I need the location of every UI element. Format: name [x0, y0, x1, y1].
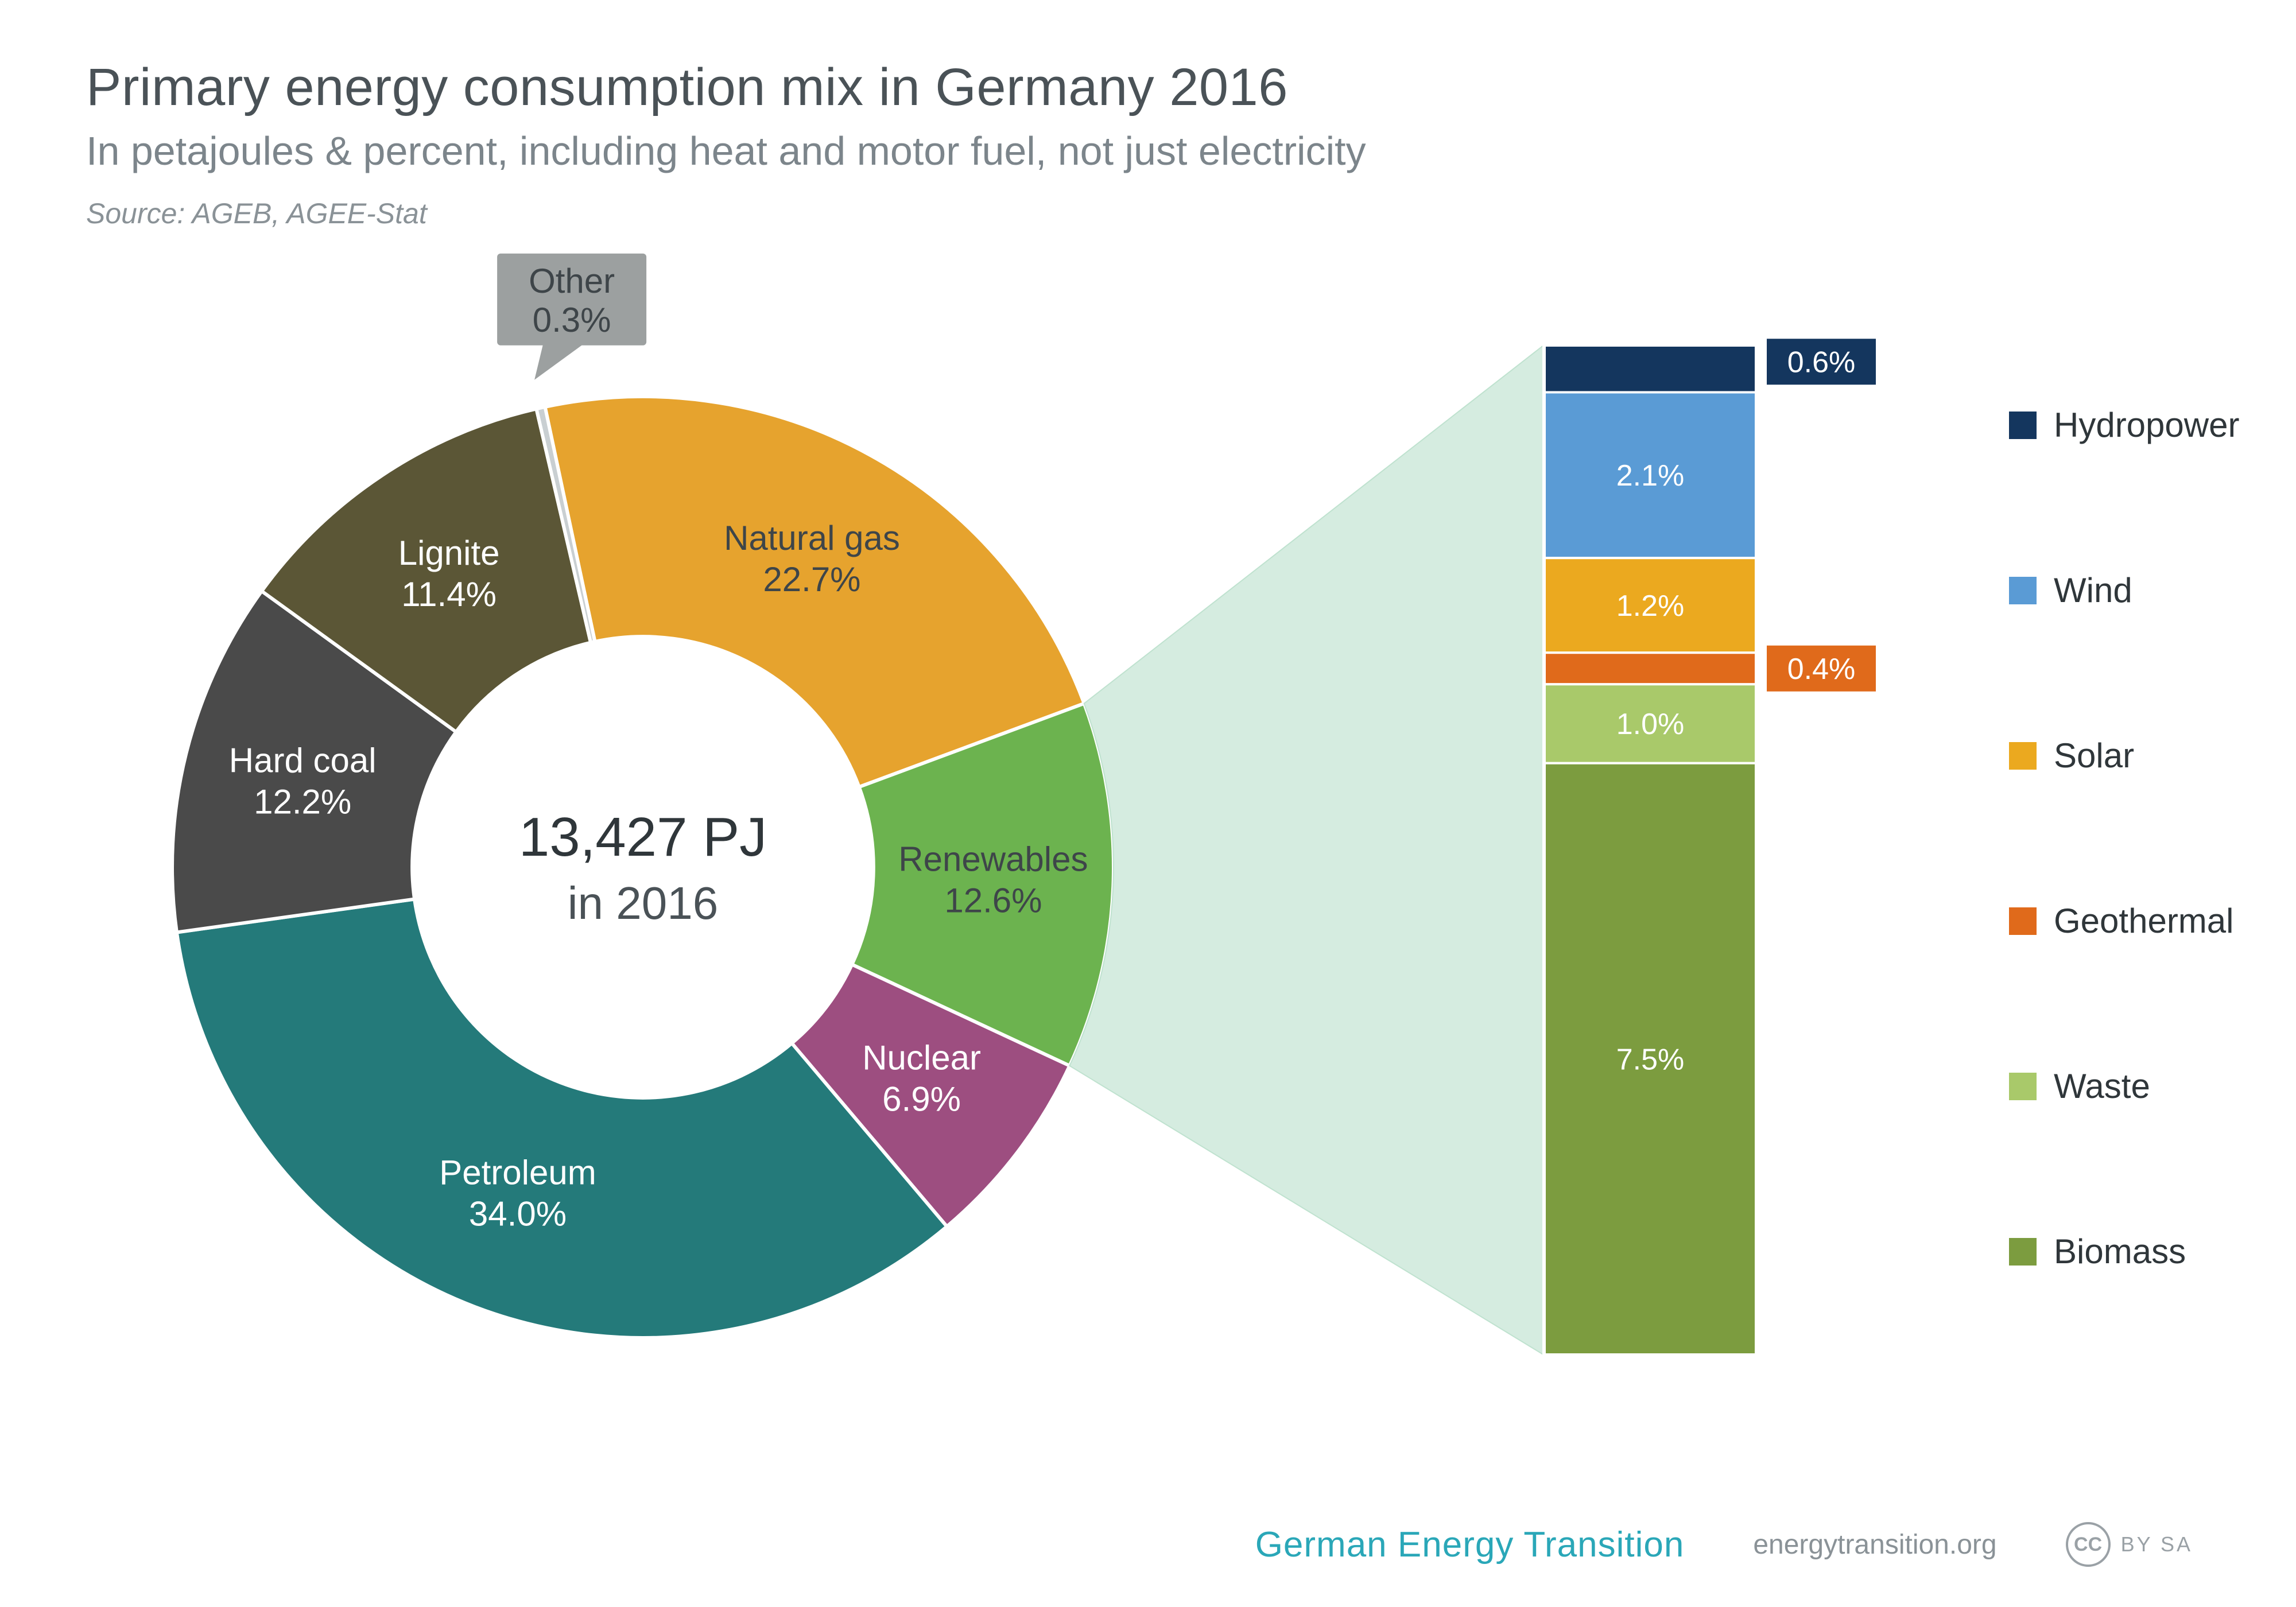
- slice-label: Hard coal: [229, 741, 377, 779]
- cc-icon: CC: [2066, 1522, 2111, 1567]
- chart-title: Primary energy consumption mix in German…: [86, 57, 2227, 118]
- slice-label: Other: [529, 262, 615, 300]
- slice-pct: 11.4%: [401, 575, 497, 614]
- bar-segment-geothermal: [1544, 653, 1756, 684]
- slice-label: Lignite: [398, 534, 500, 572]
- chart-area: Natural gas22.7% Renewables12.6% Nuclear6.…: [86, 253, 2227, 1458]
- chart-source: Source: AGEB, AGEE-Stat: [86, 197, 2227, 230]
- other-callout-pointer: [534, 344, 583, 380]
- legend-swatch: [2009, 907, 2037, 935]
- slice-pct: 12.6%: [944, 881, 1042, 919]
- legend-label: Biomass: [2054, 1232, 2186, 1271]
- legend-label: Wind: [2054, 571, 2132, 610]
- chart-subtitle: In petajoules & percent, including heat …: [86, 128, 2227, 174]
- bar-pct: 1.0%: [1616, 708, 1685, 741]
- legend-label: Hydropower: [2054, 406, 2239, 444]
- legend-swatch: [2009, 577, 2037, 604]
- slice-label: Petroleum: [439, 1154, 596, 1192]
- slice-pct: 34.0%: [469, 1195, 567, 1233]
- slice-label: Nuclear: [862, 1039, 981, 1077]
- legend-label: Solar: [2054, 736, 2134, 775]
- slice-pct: 12.2%: [254, 782, 351, 821]
- legend-swatch: [2009, 1238, 2037, 1266]
- slice-pct: 6.9%: [882, 1080, 961, 1119]
- footer: German Energy Transition energytransitio…: [0, 1522, 2296, 1567]
- legend-swatch: [2009, 742, 2037, 770]
- bar-pct: 0.6%: [1787, 346, 1856, 379]
- slice-pct: 0.3%: [533, 301, 611, 339]
- center-value: 13,427 PJ: [519, 806, 767, 868]
- slice-label: Renewables: [898, 840, 1088, 878]
- bar-pct: 2.1%: [1616, 459, 1685, 492]
- footer-license: CC BY SA: [2066, 1522, 2193, 1567]
- footer-license-text: BY SA: [2121, 1532, 2193, 1556]
- legend-label: Waste: [2054, 1067, 2150, 1105]
- legend-swatch: [2009, 412, 2037, 439]
- legend-swatch: [2009, 1073, 2037, 1100]
- bar-pct: 1.2%: [1616, 589, 1685, 623]
- bar-pct: 0.4%: [1787, 653, 1856, 686]
- bar-segment-hydropower: [1544, 345, 1756, 393]
- chart-svg: Natural gas22.7% Renewables12.6% Nuclear6.…: [86, 253, 2267, 1458]
- legend-label: Geothermal: [2054, 902, 2233, 940]
- renewables-connector: [1069, 345, 1544, 1355]
- slice-label: Natural gas: [724, 519, 900, 557]
- slice-pct: 22.7%: [763, 560, 860, 599]
- donut-slice-petroleum: [177, 899, 947, 1338]
- bar-pct: 7.5%: [1616, 1043, 1685, 1076]
- footer-brand: German Energy Transition: [1255, 1524, 1685, 1565]
- footer-url: energytransition.org: [1753, 1529, 1996, 1561]
- center-year: in 2016: [568, 878, 718, 929]
